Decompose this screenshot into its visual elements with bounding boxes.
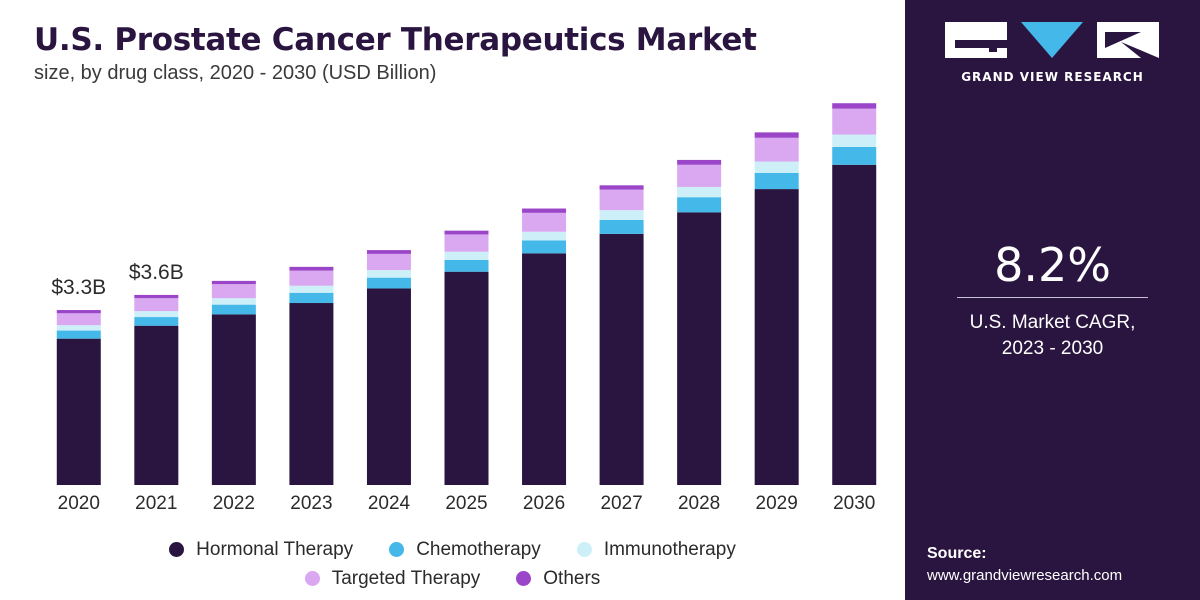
x-tick-label: 2024 xyxy=(368,493,411,514)
cagr-label: U.S. Market CAGR, 2023 - 2030 xyxy=(905,310,1200,362)
x-tick-label: 2025 xyxy=(445,493,487,514)
bar-segment-hormonal-therapy-2020 xyxy=(56,338,101,485)
bar-segment-hormonal-therapy-2022 xyxy=(211,314,256,485)
cagr-label-line2: 2023 - 2030 xyxy=(1001,338,1104,359)
cagr-value: 8.2% xyxy=(994,238,1111,292)
legend-label: Chemotherapy xyxy=(416,538,541,560)
data-label: $3.3B xyxy=(51,276,106,299)
bar-segment-chemotherapy-2027 xyxy=(599,219,644,234)
data-label: $3.6B xyxy=(129,261,184,284)
x-tick-label: 2028 xyxy=(678,493,720,514)
bar-segment-immunotherapy-2023 xyxy=(289,285,334,293)
bar-segment-others-2020 xyxy=(56,310,101,314)
legend-swatch xyxy=(516,571,532,586)
legend-label: Immunotherapy xyxy=(603,538,736,560)
bar-segment-targeted-therapy-2022 xyxy=(211,284,256,299)
bar-segment-chemotherapy-2022 xyxy=(211,304,256,315)
bar-segment-others-2029 xyxy=(754,132,799,138)
legend-item-chemotherapy: Chemotherapy xyxy=(389,539,541,561)
bar-segment-others-2025 xyxy=(444,230,489,235)
bar-segment-immunotherapy-2027 xyxy=(599,210,644,220)
bar-segment-chemotherapy-2029 xyxy=(754,172,799,190)
bar-segment-chemotherapy-2024 xyxy=(366,277,411,289)
x-tick-label: 2022 xyxy=(213,493,255,514)
bar-segment-hormonal-therapy-2027 xyxy=(599,233,644,485)
cagr-divider xyxy=(957,297,1148,298)
legend-label: Hormonal Therapy xyxy=(196,538,354,560)
bar-segment-targeted-therapy-2025 xyxy=(444,234,489,252)
legend-item-others: Others xyxy=(516,568,600,590)
bar-segment-hormonal-therapy-2025 xyxy=(444,271,489,485)
bar-segment-chemotherapy-2030 xyxy=(832,146,877,165)
bar-segment-others-2030 xyxy=(832,103,877,109)
bar-segment-targeted-therapy-2021 xyxy=(134,298,179,312)
bar-segment-immunotherapy-2028 xyxy=(677,186,722,198)
bar-segment-chemotherapy-2023 xyxy=(289,292,334,304)
legend-swatch xyxy=(389,542,405,557)
bar-segment-hormonal-therapy-2026 xyxy=(522,253,567,485)
chart-subtitle: size, by drug class, 2020 - 2030 (USD Bi… xyxy=(34,62,437,84)
chart-title: U.S. Prostate Cancer Therapeutics Market xyxy=(34,22,757,58)
bar-segment-chemotherapy-2021 xyxy=(134,317,179,326)
legend-swatch xyxy=(576,542,592,557)
bar-segment-others-2023 xyxy=(289,266,334,271)
bar-segment-immunotherapy-2025 xyxy=(444,251,489,260)
bar-segment-immunotherapy-2020 xyxy=(56,325,101,331)
bar-segment-hormonal-therapy-2028 xyxy=(677,212,722,486)
bar-segment-targeted-therapy-2028 xyxy=(677,164,722,187)
cagr-label-line1: U.S. Market CAGR, xyxy=(969,312,1136,333)
legend-label: Others xyxy=(543,567,601,589)
bar-segment-hormonal-therapy-2021 xyxy=(134,325,179,485)
bar-segment-chemotherapy-2028 xyxy=(677,197,722,213)
x-tick-label: 2023 xyxy=(290,493,332,514)
bar-segment-targeted-therapy-2027 xyxy=(599,189,644,211)
x-tick-label: 2026 xyxy=(523,493,565,514)
legend-swatch xyxy=(304,571,320,586)
bar-segment-hormonal-therapy-2030 xyxy=(832,164,877,485)
bar-segment-chemotherapy-2026 xyxy=(522,240,567,254)
bar-segment-others-2026 xyxy=(522,208,567,213)
bar-segment-chemotherapy-2020 xyxy=(56,330,101,339)
chart-legend: Hormonal Therapy Chemotherapy Immunother… xyxy=(0,535,905,593)
bar-segment-immunotherapy-2022 xyxy=(211,298,256,305)
side-panel: GRAND VIEW RESEARCH 8.2% U.S. Market CAG… xyxy=(905,0,1200,600)
bar-segment-immunotherapy-2024 xyxy=(366,270,411,278)
bar-segment-immunotherapy-2021 xyxy=(134,311,179,318)
legend-swatch xyxy=(169,542,185,557)
bar-segment-chemotherapy-2025 xyxy=(444,259,489,272)
bar-segment-targeted-therapy-2026 xyxy=(522,212,567,232)
source-url[interactable]: www.grandviewresearch.com xyxy=(927,567,1123,584)
grand-view-research-logo xyxy=(945,22,1159,58)
bar-segment-others-2021 xyxy=(134,294,179,299)
legend-item-targeted-therapy: Targeted Therapy xyxy=(304,567,481,590)
source-label: Source: xyxy=(927,545,987,562)
legend-label: Targeted Therapy xyxy=(331,567,481,589)
bar-segment-others-2022 xyxy=(211,280,256,285)
stacked-bar-chart: 2020 $3.3B 2021 $3.6B 2022 2023 2024 2025 2026 20… xyxy=(51,103,877,514)
bar-segment-immunotherapy-2029 xyxy=(754,161,799,173)
bar-segment-targeted-therapy-2030 xyxy=(832,108,877,135)
legend-item-immunotherapy: Immunotherapy xyxy=(576,538,736,561)
legend-item-hormonal-therapy: Hormonal Therapy xyxy=(169,539,353,561)
x-tick-label: 2027 xyxy=(600,493,642,514)
bar-segment-others-2027 xyxy=(599,185,644,190)
x-tick-label: 2029 xyxy=(756,493,798,514)
bar-segment-targeted-therapy-2023 xyxy=(289,270,334,286)
bar-segment-others-2028 xyxy=(677,159,722,165)
bar-segment-hormonal-therapy-2029 xyxy=(754,189,799,485)
bar-segment-targeted-therapy-2020 xyxy=(56,313,101,326)
bar-segment-immunotherapy-2026 xyxy=(522,231,567,241)
bar-segment-targeted-therapy-2029 xyxy=(754,137,799,162)
bar-segment-immunotherapy-2030 xyxy=(832,134,877,147)
x-tick-label: 2020 xyxy=(58,493,100,514)
brand-name: GRAND VIEW RESEARCH xyxy=(961,70,1144,84)
bar-segment-hormonal-therapy-2024 xyxy=(366,288,411,485)
x-tick-label: 2030 xyxy=(833,493,875,514)
x-tick-label: 2021 xyxy=(135,493,177,514)
bar-segment-targeted-therapy-2024 xyxy=(366,253,411,271)
bar-segment-hormonal-therapy-2023 xyxy=(289,303,334,485)
bar-segment-others-2024 xyxy=(366,250,411,254)
